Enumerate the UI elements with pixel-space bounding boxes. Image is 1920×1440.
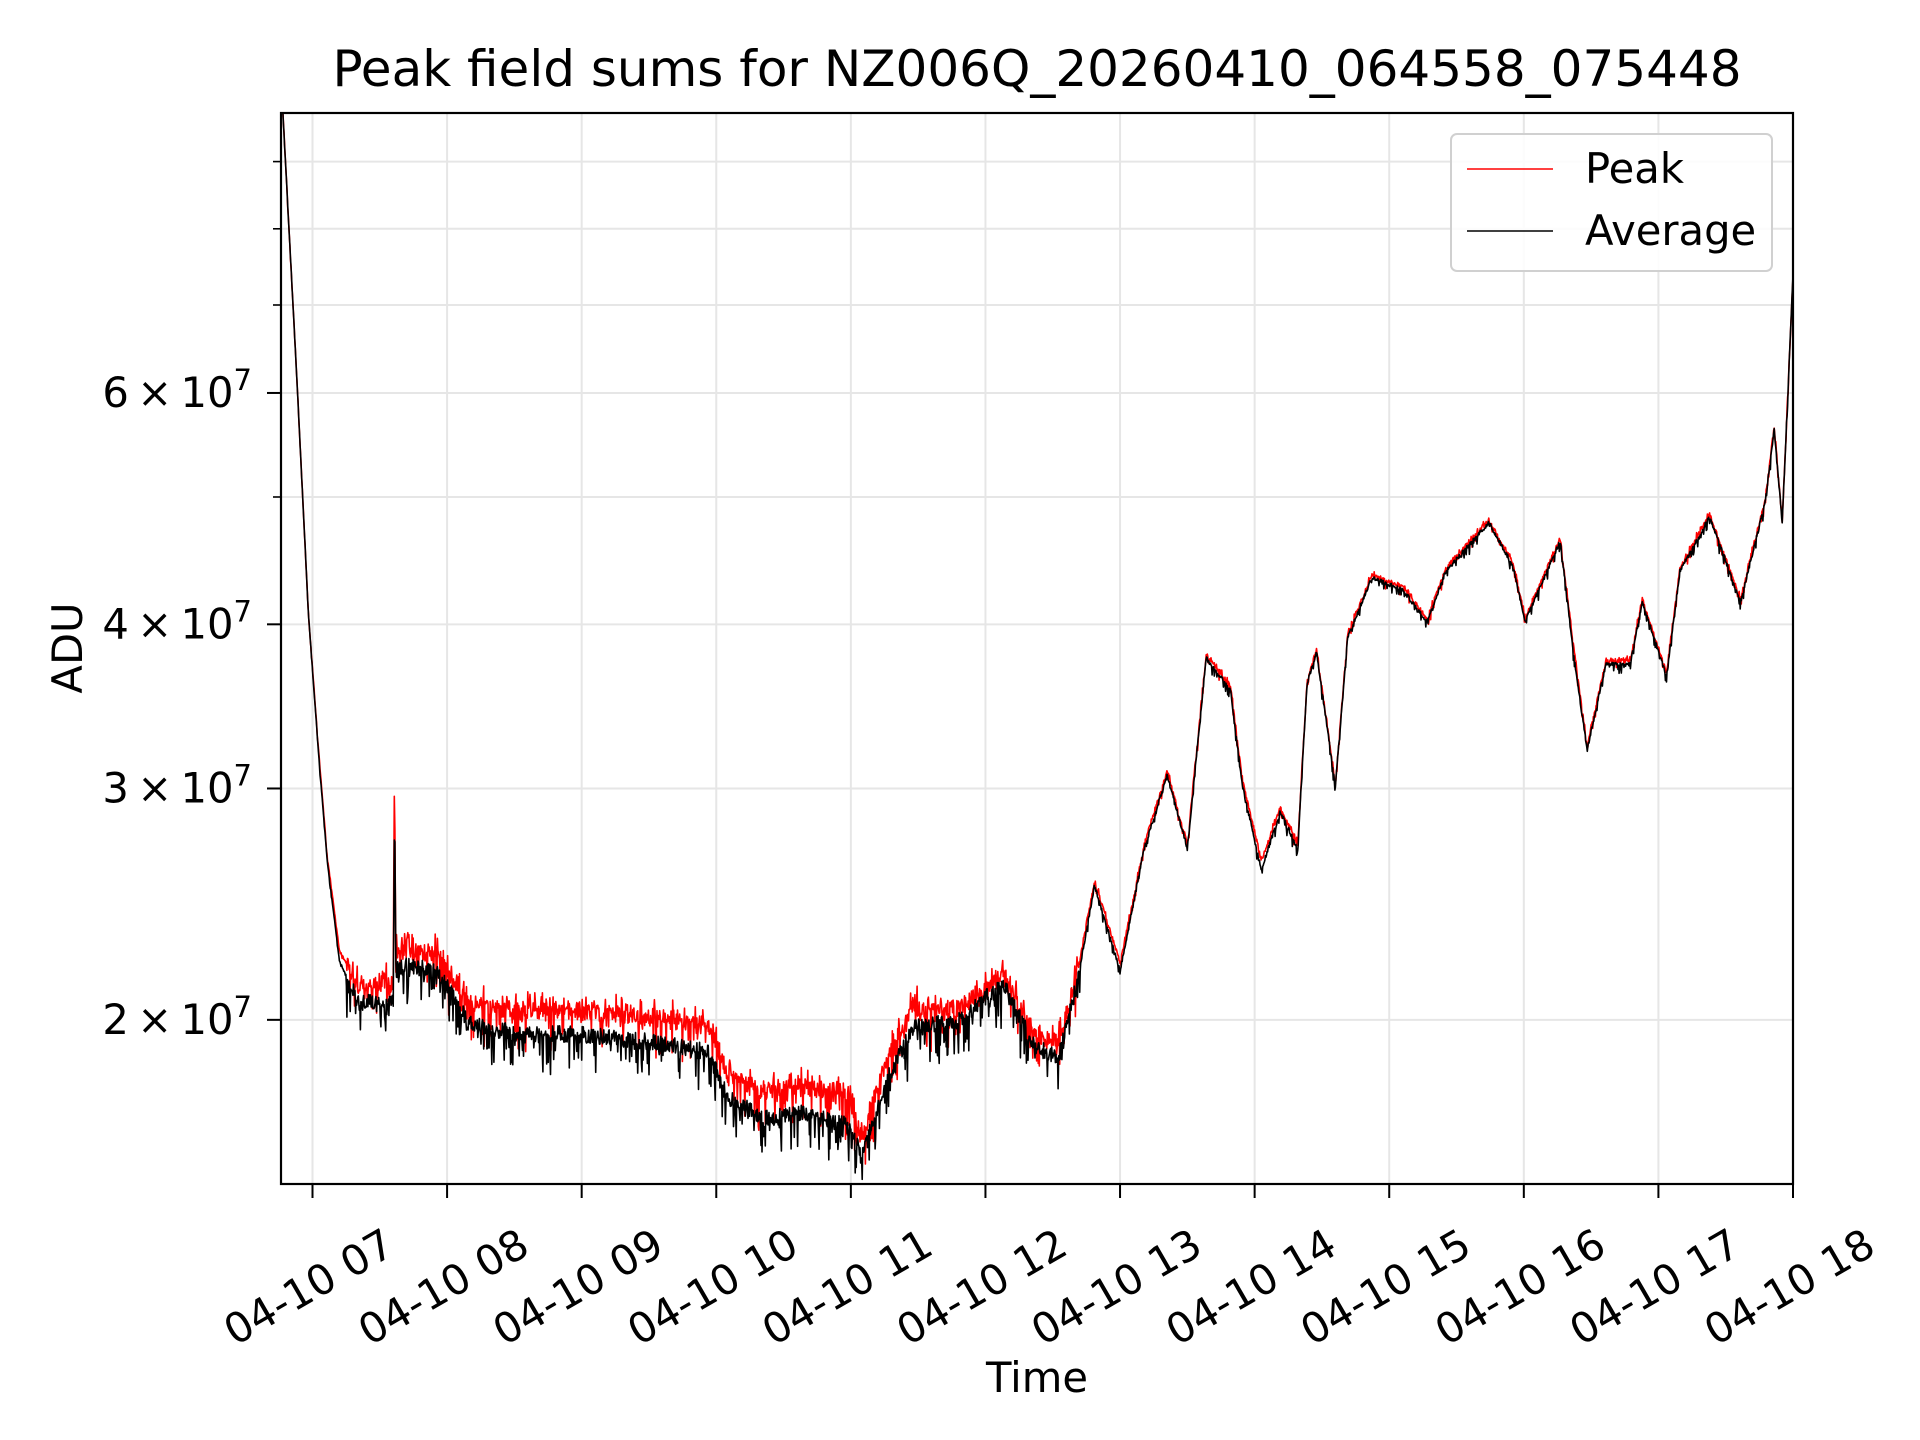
y-tick-exponent: 7 [234,594,252,628]
series-line-average [282,112,1794,1181]
y-tick-times: × [129,599,181,648]
y-tick-label: 4 × 107 [102,594,252,648]
y-tick-mantissa: 2 [102,995,129,1044]
y-axis-label: ADU [43,602,92,693]
y-tick-base: 10 [181,763,234,812]
series-line-peak [282,112,1794,1165]
chart-title: Peak field sums for NZ006Q_20260410_0645… [332,40,1741,98]
y-tick-mantissa: 4 [102,599,129,648]
y-tick-base: 10 [181,599,234,648]
y-tick-exponent: 7 [234,758,252,792]
y-tick-exponent: 7 [234,990,252,1024]
y-tick-mantissa: 3 [102,763,129,812]
y-tick-times: × [129,995,181,1044]
y-tick-mantissa: 6 [102,368,129,417]
legend: Peak Average [1450,133,1773,272]
legend-average-label: Average [1585,206,1756,255]
y-tick-base: 10 [181,995,234,1044]
y-tick-label: 2 × 107 [102,990,252,1044]
y-tick-label: 3 × 107 [102,758,252,812]
legend-peak-label: Peak [1585,144,1685,193]
y-tick-times: × [129,763,181,812]
y-tick-exponent: 7 [234,363,252,397]
axes-frame [279,111,1795,1186]
series-lines [282,112,1794,1181]
y-tick-label: 6 × 107 [102,363,252,417]
y-tick-times: × [129,368,181,417]
x-axis-label: Time [985,1353,1088,1402]
y-tick-base: 10 [181,368,234,417]
